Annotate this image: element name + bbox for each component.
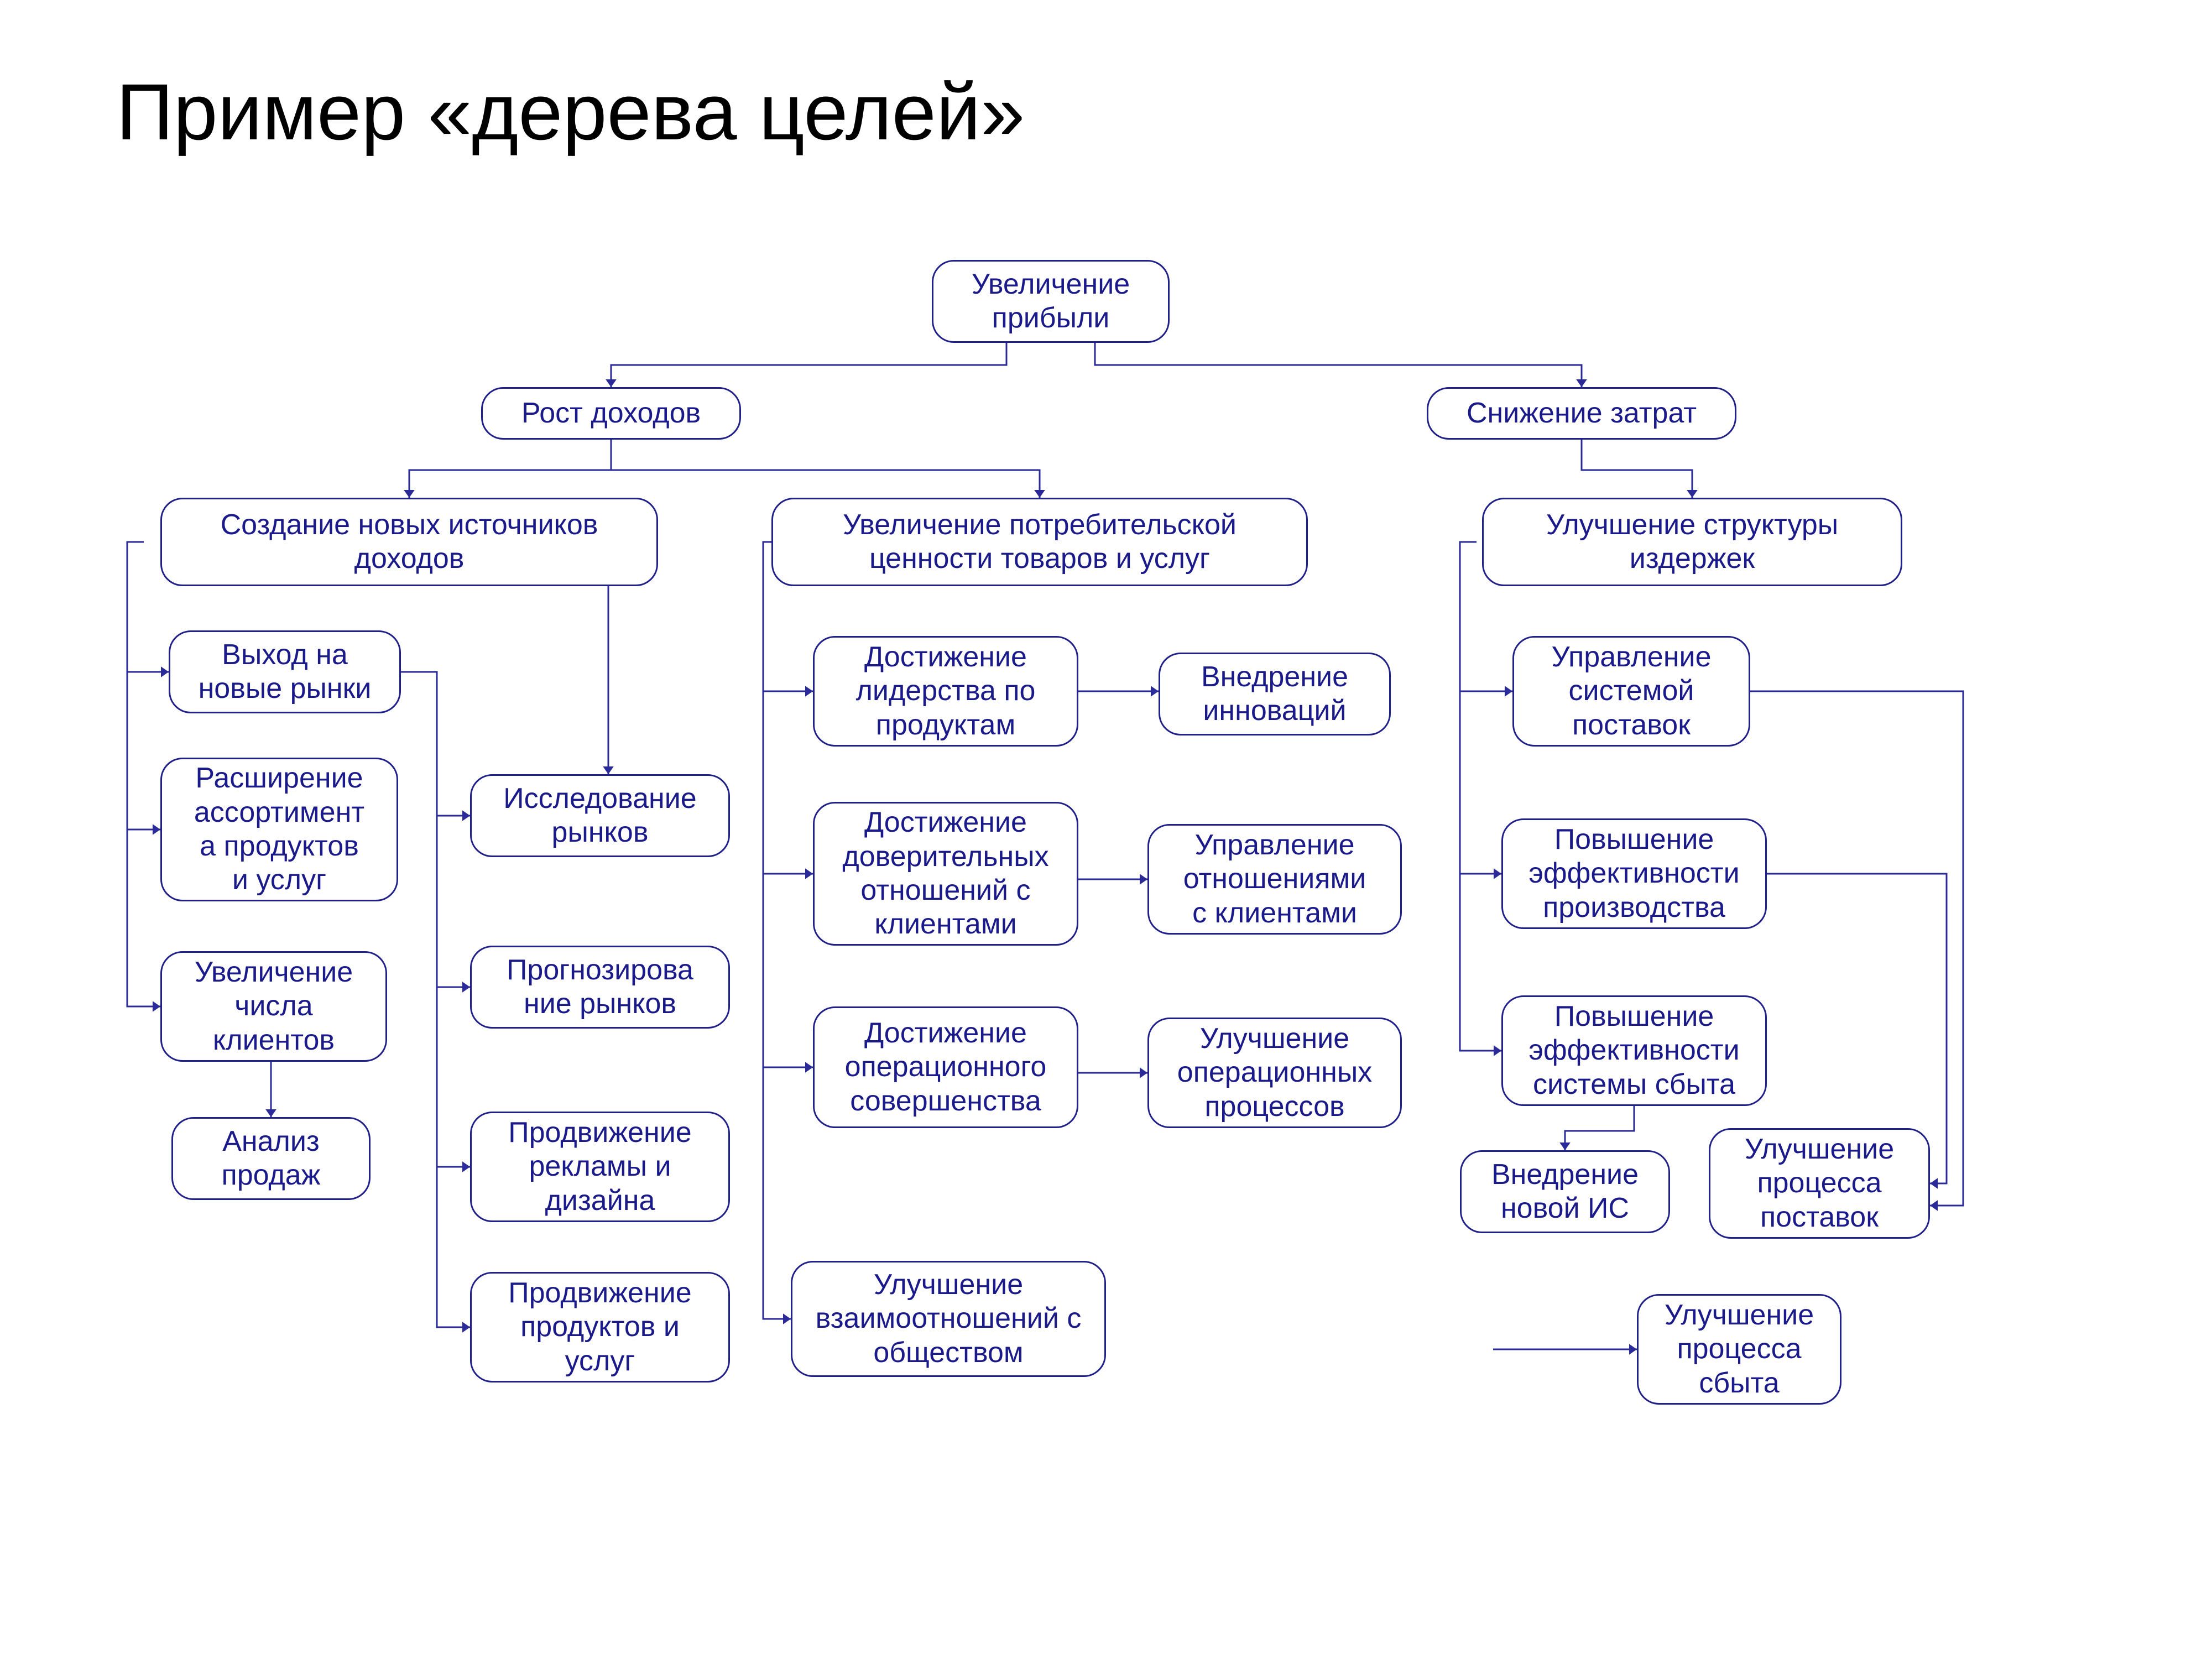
node-r_pr: Продвижениепродуктов иуслуг bbox=[470, 1272, 730, 1383]
node-cost: Снижение затрат bbox=[1427, 387, 1736, 440]
node-root: Увеличениеприбыли bbox=[932, 260, 1170, 343]
node-c_sup: Управлениесистемойпоставок bbox=[1512, 636, 1750, 747]
node-r_isl: Исследованиерынков bbox=[470, 774, 730, 857]
node-n_as: Расширениеассортимента продуктови услуг bbox=[160, 758, 398, 901]
node-v_op: Достижениеоперационногосовершенства bbox=[813, 1006, 1078, 1128]
node-c_eff: Повышениеэффективностипроизводства bbox=[1501, 818, 1767, 929]
node-n_an: Анализпродаж bbox=[171, 1117, 371, 1200]
node-c_psu: Улучшениепроцессапоставок bbox=[1709, 1128, 1930, 1239]
node-inc: Рост доходов bbox=[481, 387, 741, 440]
node-struct: Улучшение структурыиздержек bbox=[1482, 498, 1902, 586]
node-c_psb: Улучшениепроцессасбыта bbox=[1637, 1294, 1841, 1405]
node-r_adv: Продвижениерекламы идизайна bbox=[470, 1112, 730, 1222]
node-c_sls: Повышениеэффективностисистемы сбыта bbox=[1501, 995, 1767, 1106]
node-v_crm: Управлениеотношениямис клиентами bbox=[1147, 824, 1402, 935]
node-v_inn: Внедрениеинноваций bbox=[1159, 653, 1391, 735]
node-value: Увеличение потребительскойценности товар… bbox=[771, 498, 1308, 586]
node-v_upr: Улучшениеоперационныхпроцессов bbox=[1147, 1018, 1402, 1128]
node-v_ldr: Достижениелидерства попродуктам bbox=[813, 636, 1078, 747]
node-r_prg: Прогнозирование рынков bbox=[470, 946, 730, 1029]
node-c_is: Внедрениеновой ИС bbox=[1460, 1150, 1670, 1233]
node-v_trs: Достижениедоверительныхотношений склиент… bbox=[813, 802, 1078, 946]
node-v_soc: Улучшениевзаимоотношений собществом bbox=[791, 1261, 1106, 1377]
node-n_mkt: Выход нановые рынки bbox=[169, 630, 401, 713]
node-newsrc: Создание новых источниковдоходов bbox=[160, 498, 658, 586]
diagram-stage: Пример «дерева целей» УвеличениеприбылиР… bbox=[0, 0, 2212, 1659]
node-n_cl: Увеличениечислаклиентов bbox=[160, 951, 387, 1062]
